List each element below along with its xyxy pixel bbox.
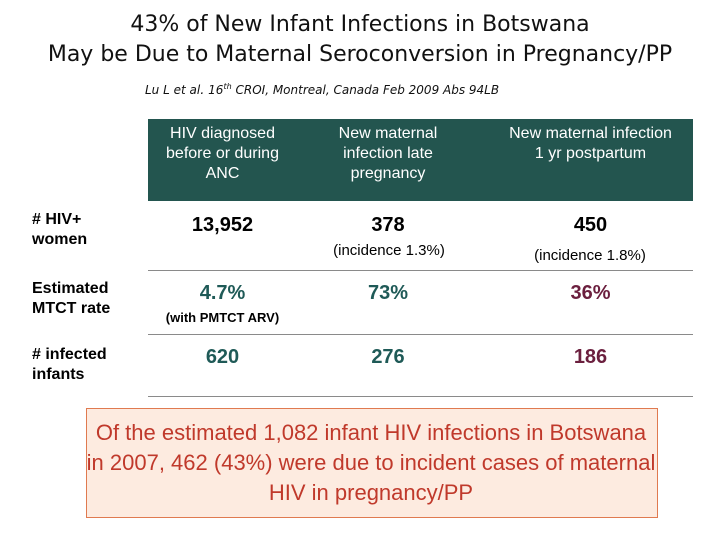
citation-dot: . — [200, 83, 205, 98]
cell-mtct-late: 73% — [367, 282, 409, 304]
citation: Lu L et al. 16th CROI, Montreal, Canada … — [145, 82, 499, 98]
row-label-hiv-women: # HIV+ women — [32, 211, 88, 248]
cell-hiv-women-late: 378 — [371, 214, 405, 236]
row-divider — [148, 270, 693, 271]
title-line-1: 43% of New Infant Infections in Botswana — [130, 12, 590, 37]
row-label-infected-infants: # infected infants — [32, 346, 107, 383]
row-divider — [148, 396, 693, 397]
summary-callout-text: Of the estimated 1,082 infant HIV infect… — [86, 420, 656, 505]
citation-number: 16 — [208, 83, 224, 97]
cell-mtct-postpartum: 36% — [570, 282, 611, 304]
slide-title: 43% of New Infant Infections in Botswana… — [0, 10, 720, 70]
cell-pmtct-note: (with PMTCT ARV) — [165, 310, 280, 325]
cell-incidence-late: (incidence 1.3%) — [333, 242, 445, 259]
row-label-mtct-rate: Estimated MTCT rate — [32, 280, 111, 317]
title-line-2: May be Due to Maternal Seroconversion in… — [47, 42, 673, 67]
cell-infants-postpartum: 186 — [573, 346, 608, 368]
header-hiv-diagnosed: HIV diagnosed before or during ANC — [166, 125, 279, 182]
header-postpartum: New maternal infection 1 yr postpartum — [509, 125, 672, 162]
cell-infants-late: 276 — [371, 346, 405, 368]
cell-incidence-postpartum: (incidence 1.8%) — [534, 247, 646, 264]
citation-ordinal: th — [223, 82, 232, 91]
cell-hiv-women-before: 13,952 — [191, 214, 254, 236]
summary-callout-box — [86, 408, 658, 518]
citation-author: Lu L et al — [145, 83, 201, 97]
cell-mtct-before: 4.7% — [199, 282, 246, 304]
cell-infants-before: 620 — [205, 346, 240, 368]
table-header-band — [148, 119, 693, 201]
cell-hiv-women-postpartum: 450 — [573, 214, 608, 236]
row-divider — [148, 334, 693, 335]
citation-rest: CROI, Montreal, Canada Feb 2009 Abs 94LB — [235, 83, 500, 97]
header-late-pregnancy: New maternal infection late pregnancy — [338, 125, 438, 182]
